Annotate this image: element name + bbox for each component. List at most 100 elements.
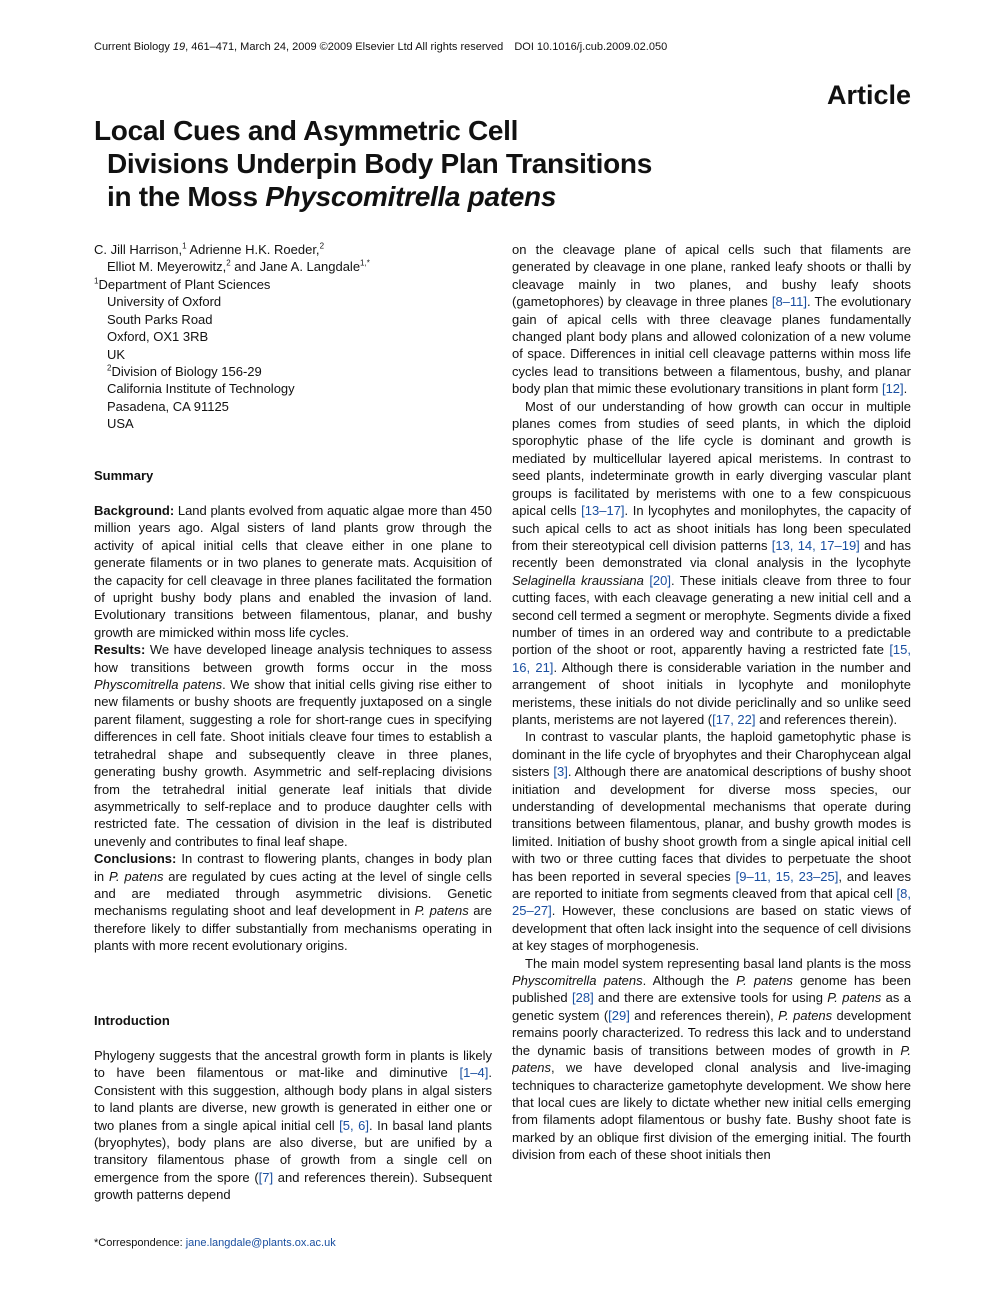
line: 1Department of Plant Sciences bbox=[94, 276, 492, 293]
text-run: . However, these conclusions are based o… bbox=[512, 903, 911, 954]
text-run: . Although the bbox=[642, 973, 737, 989]
italic: P. patens bbox=[512, 1042, 911, 1076]
text-run: South Parks Road bbox=[107, 311, 213, 327]
summary-heading: Summary bbox=[94, 468, 154, 483]
text-run: . We show that initial cells giving rise… bbox=[94, 677, 492, 849]
line: Divisions Underpin Body Plan Transitions bbox=[94, 147, 652, 180]
text-run: and there are extensive tools for using bbox=[593, 990, 828, 1006]
bold: Results: bbox=[94, 642, 146, 658]
text-run: and Jane A. Langdale bbox=[230, 259, 361, 275]
citation-text: Current Biology 19, 461–471, March 24, 2… bbox=[94, 41, 503, 53]
text-run: We have developed lineage analysis techn… bbox=[94, 642, 492, 675]
superscript: 2 bbox=[319, 241, 325, 251]
reference: [20] bbox=[649, 572, 671, 588]
article-label: Article bbox=[826, 80, 911, 110]
text-run: as a genetic system ( bbox=[512, 990, 911, 1023]
reference: [9–11, 15, 23–25] bbox=[735, 868, 839, 884]
correspondence: *Correspondence: jane.langdale@plants.ox… bbox=[94, 1237, 336, 1249]
text-run: . Although there is considerable variati… bbox=[512, 659, 911, 727]
line: California Institute of Technology bbox=[94, 380, 492, 397]
superscript: 1,* bbox=[360, 259, 370, 269]
italic: 19 bbox=[172, 41, 186, 53]
authors: C. Jill Harrison,1 Adrienne H.K. Roeder,… bbox=[94, 241, 492, 276]
intro-left: Phylogeny suggests that the ancestral gr… bbox=[94, 1047, 492, 1204]
text-run: . Consistent with this suggestion, altho… bbox=[94, 1065, 492, 1133]
text-run: in the Moss bbox=[107, 181, 266, 212]
text-run: Department of Plant Sciences bbox=[98, 277, 271, 292]
line: University of Oxford bbox=[94, 293, 492, 310]
text-run: In contrast to vascular plants, the hapl… bbox=[512, 729, 911, 780]
superscript: 2 bbox=[107, 363, 112, 373]
reference: [7] bbox=[258, 1169, 274, 1185]
line: Local Cues and Asymmetric Cell bbox=[94, 114, 652, 147]
text-run: Oxford, OX1 3RB bbox=[107, 329, 209, 345]
reference: [8, 25–27] bbox=[512, 886, 911, 919]
line: Elliot M. Meyerowitz,2 and Jane A. Langd… bbox=[94, 258, 492, 275]
reference: [3] bbox=[553, 764, 568, 780]
text-run: . bbox=[903, 381, 908, 397]
italic: P. patens bbox=[736, 973, 793, 989]
line: South Parks Road bbox=[94, 311, 492, 328]
text-run: . In lycophytes and monilophytes, the ca… bbox=[512, 503, 911, 553]
reference: [8–11] bbox=[771, 294, 808, 310]
italic: P. patens bbox=[108, 868, 164, 884]
line: 2Division of Biology 156-29 bbox=[94, 363, 492, 380]
text-run: USA bbox=[107, 416, 134, 432]
italic: Selaginella kraussiana bbox=[512, 572, 644, 588]
paragraph: Phylogeny suggests that the ancestral gr… bbox=[94, 1047, 492, 1204]
reference: [5, 6] bbox=[339, 1117, 370, 1133]
reference: [12] bbox=[881, 381, 904, 397]
text-run: In contrast to flowering plants, changes… bbox=[94, 851, 492, 884]
reference: [29] bbox=[608, 1007, 630, 1023]
text-run: are therefore likely to differ substanti… bbox=[94, 903, 492, 954]
italic: P. patens bbox=[778, 1007, 833, 1023]
reference: [1–4] bbox=[459, 1065, 489, 1081]
text-run: Land plants evolved from aquatic algae m… bbox=[94, 503, 492, 640]
text-run: are regulated by cues acting at the leve… bbox=[94, 868, 492, 919]
italic: Physcomitrella patens bbox=[94, 677, 223, 693]
text-run: and references therein). bbox=[755, 711, 898, 727]
summary: Background: Land plants evolved from aqu… bbox=[94, 502, 492, 955]
italic: P. patens bbox=[414, 903, 469, 919]
text-run: University of Oxford bbox=[107, 294, 222, 310]
paragraph: Results: We have developed lineage analy… bbox=[94, 641, 492, 850]
text-run: . In basal land plants (bryophytes), bod… bbox=[94, 1117, 492, 1185]
text-run: Pasadena, CA 91125 bbox=[107, 398, 229, 414]
text-run: development remains poorly characterized… bbox=[512, 1007, 911, 1058]
paragraph: on the cleavage plane of apical cells su… bbox=[512, 241, 911, 398]
line: USA bbox=[94, 415, 492, 432]
intro-right: on the cleavage plane of apical cells su… bbox=[512, 241, 911, 1253]
text-run: Current Biology bbox=[94, 41, 173, 53]
reference: [17, 22] bbox=[712, 711, 756, 727]
reference: [13, 14, 17–19] bbox=[771, 537, 860, 553]
text-run: on the cleavage plane of apical cells su… bbox=[512, 242, 911, 310]
intro-heading: Introduction bbox=[94, 1013, 170, 1028]
reference: jane.langdale@plants.ox.ac.uk bbox=[185, 1237, 336, 1249]
text-run: Division of Biology 156-29 bbox=[111, 364, 262, 380]
text-run: . These initials cleave from three to fo… bbox=[512, 572, 911, 658]
citation: Current Biology 19, 461–471, March 24, 2… bbox=[94, 41, 667, 53]
title: Local Cues and Asymmetric Cell Divisions … bbox=[94, 114, 652, 213]
text-run: , 461–471, March 24, 2009 ©2009 Elsevier… bbox=[185, 41, 504, 53]
text-run: Most of our understanding of how growth … bbox=[512, 398, 911, 519]
paragraph: Most of our understanding of how growth … bbox=[512, 398, 911, 729]
affiliations: 1Department of Plant Sciences University … bbox=[94, 276, 492, 433]
superscript: 1 bbox=[94, 276, 99, 286]
line: UK bbox=[94, 346, 492, 363]
text-run: genome has been published bbox=[512, 973, 911, 1006]
line: Oxford, OX1 3RB bbox=[94, 328, 492, 345]
paragraph: The main model system representing basal… bbox=[512, 955, 911, 1164]
italic: P. patens bbox=[827, 990, 882, 1006]
italic: Physcomitrella patens bbox=[265, 181, 557, 212]
line: C. Jill Harrison,1 Adrienne H.K. Roeder,… bbox=[94, 241, 492, 258]
line: in the Moss Physcomitrella patens bbox=[94, 180, 652, 213]
superscript: 2 bbox=[226, 259, 231, 269]
bold: Conclusions: bbox=[94, 851, 177, 867]
line: Pasadena, CA 91125 bbox=[94, 398, 492, 415]
text-run: Local Cues and Asymmetric Cell bbox=[94, 115, 519, 146]
text-run: UK bbox=[107, 346, 126, 362]
reference: [15, 16, 21] bbox=[512, 642, 911, 675]
superscript: 1 bbox=[182, 241, 187, 251]
text-run: Divisions Underpin Body Plan Transitions bbox=[107, 148, 652, 179]
